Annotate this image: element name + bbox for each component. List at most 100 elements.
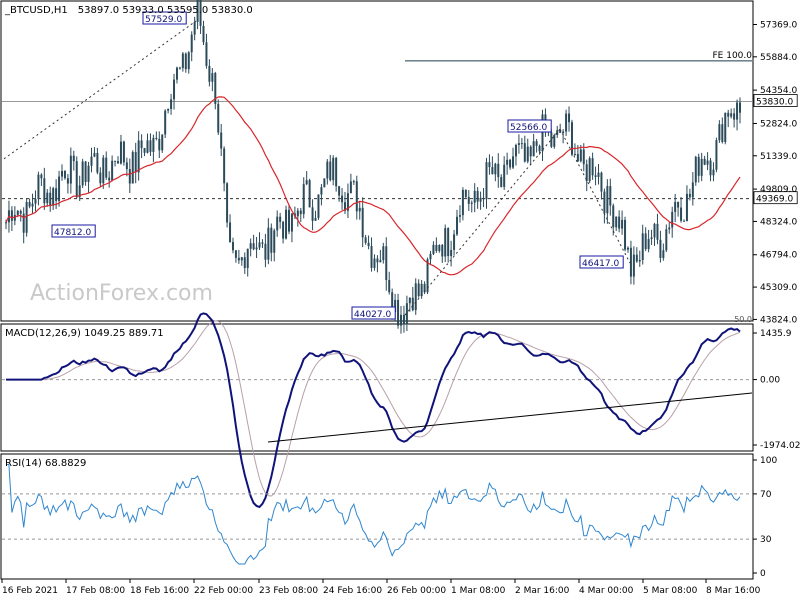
trend-lines	[3, 20, 631, 316]
rsi-line	[6, 464, 741, 565]
trend-line	[3, 20, 197, 160]
candle-body	[576, 153, 579, 162]
candle-body	[199, 0, 202, 26]
candle-body	[40, 174, 43, 179]
candle-body	[682, 220, 685, 222]
candle-body	[114, 160, 117, 162]
candle-body	[252, 243, 255, 250]
candle-body	[96, 152, 99, 173]
candle-body	[585, 164, 588, 182]
candle-body	[202, 25, 205, 43]
candle-body	[193, 21, 196, 35]
x-tick-label: 1 Mar 08:00	[451, 586, 506, 596]
candle-body	[541, 114, 544, 152]
candle-body	[149, 140, 152, 152]
candle-body	[58, 176, 61, 201]
current-price-label: 53830.0	[756, 98, 793, 108]
candle-body	[370, 246, 373, 268]
candle-body	[140, 140, 143, 149]
candle-body	[624, 219, 627, 250]
candle-body	[523, 143, 526, 162]
trend-line	[559, 128, 631, 264]
candle-body	[470, 202, 473, 204]
price-grid	[2, 60, 752, 200]
candle-body	[621, 219, 624, 229]
swing-label-box	[507, 119, 552, 133]
candle-body	[229, 222, 232, 243]
candle-body	[473, 190, 476, 203]
candle-body	[500, 177, 503, 187]
candle-body	[600, 172, 603, 192]
candle-body	[435, 244, 438, 251]
candle-body	[405, 303, 408, 325]
watermark: ActionForex.com	[30, 281, 213, 306]
candle-body	[653, 223, 656, 238]
candle-body	[19, 210, 22, 214]
candle-body	[131, 152, 134, 184]
x-tick-label: 4 Mar 00:00	[579, 586, 634, 596]
candle-body	[461, 189, 464, 216]
candle-body	[382, 246, 385, 261]
candle-body	[282, 221, 285, 239]
support-price-label: 49369.0	[756, 195, 793, 205]
price-tick-label: 43824.0	[760, 315, 797, 325]
candle-body	[685, 193, 688, 222]
candle-body	[323, 178, 326, 188]
candle-body	[609, 186, 612, 206]
candle-body	[736, 102, 739, 120]
candle-body	[573, 153, 576, 155]
candle-body	[237, 257, 240, 261]
candle-body	[214, 73, 217, 104]
candle-body	[93, 152, 96, 157]
x-tick-label: 8 Mar 16:00	[706, 586, 761, 596]
candle-body	[196, 0, 199, 22]
candle-body	[379, 260, 382, 263]
candle-body	[618, 216, 621, 229]
candle-body	[361, 207, 364, 238]
swing-label-box	[579, 255, 624, 269]
candle-body	[606, 186, 609, 214]
candle-body	[535, 141, 538, 146]
candle-body	[267, 227, 270, 260]
candle-body	[84, 161, 87, 182]
candle-body	[509, 159, 512, 168]
candle-body	[66, 178, 69, 184]
rsi-label: RSI(14) 68.8829	[5, 458, 86, 469]
candle-body	[99, 172, 102, 184]
candle-body	[391, 292, 394, 313]
candle-body	[641, 233, 644, 260]
candle-body	[87, 165, 90, 182]
candle-body	[49, 192, 52, 206]
swing-label: 46417.0	[582, 259, 619, 269]
candle-body	[249, 243, 252, 249]
rsi-tick-label: 30	[760, 535, 772, 545]
candle-body	[164, 110, 167, 135]
candle-body	[570, 122, 573, 155]
candle-body	[343, 202, 346, 211]
candle-body	[69, 155, 72, 184]
macd-line	[6, 312, 741, 509]
candle-body	[55, 188, 58, 201]
candle-body	[514, 144, 517, 157]
candle-body	[338, 186, 341, 196]
candle-body	[426, 259, 429, 293]
candle-body	[629, 247, 632, 277]
candle-body	[703, 158, 706, 165]
candle-body	[491, 167, 494, 175]
candle-body	[506, 159, 509, 165]
candle-body	[46, 192, 49, 204]
candle-body	[128, 169, 131, 184]
swing-label: 57529.0	[145, 15, 182, 25]
candle-body	[332, 157, 335, 181]
candle-body	[270, 227, 273, 253]
candle-body	[715, 140, 718, 170]
candle-body	[311, 207, 314, 221]
candle-body	[134, 152, 137, 173]
candle-body	[556, 130, 559, 135]
candle-body	[61, 171, 64, 177]
candle-body	[75, 161, 78, 198]
candle-body	[220, 132, 223, 149]
candle-body	[335, 157, 338, 187]
rsi-tick-label: 100	[760, 456, 777, 466]
